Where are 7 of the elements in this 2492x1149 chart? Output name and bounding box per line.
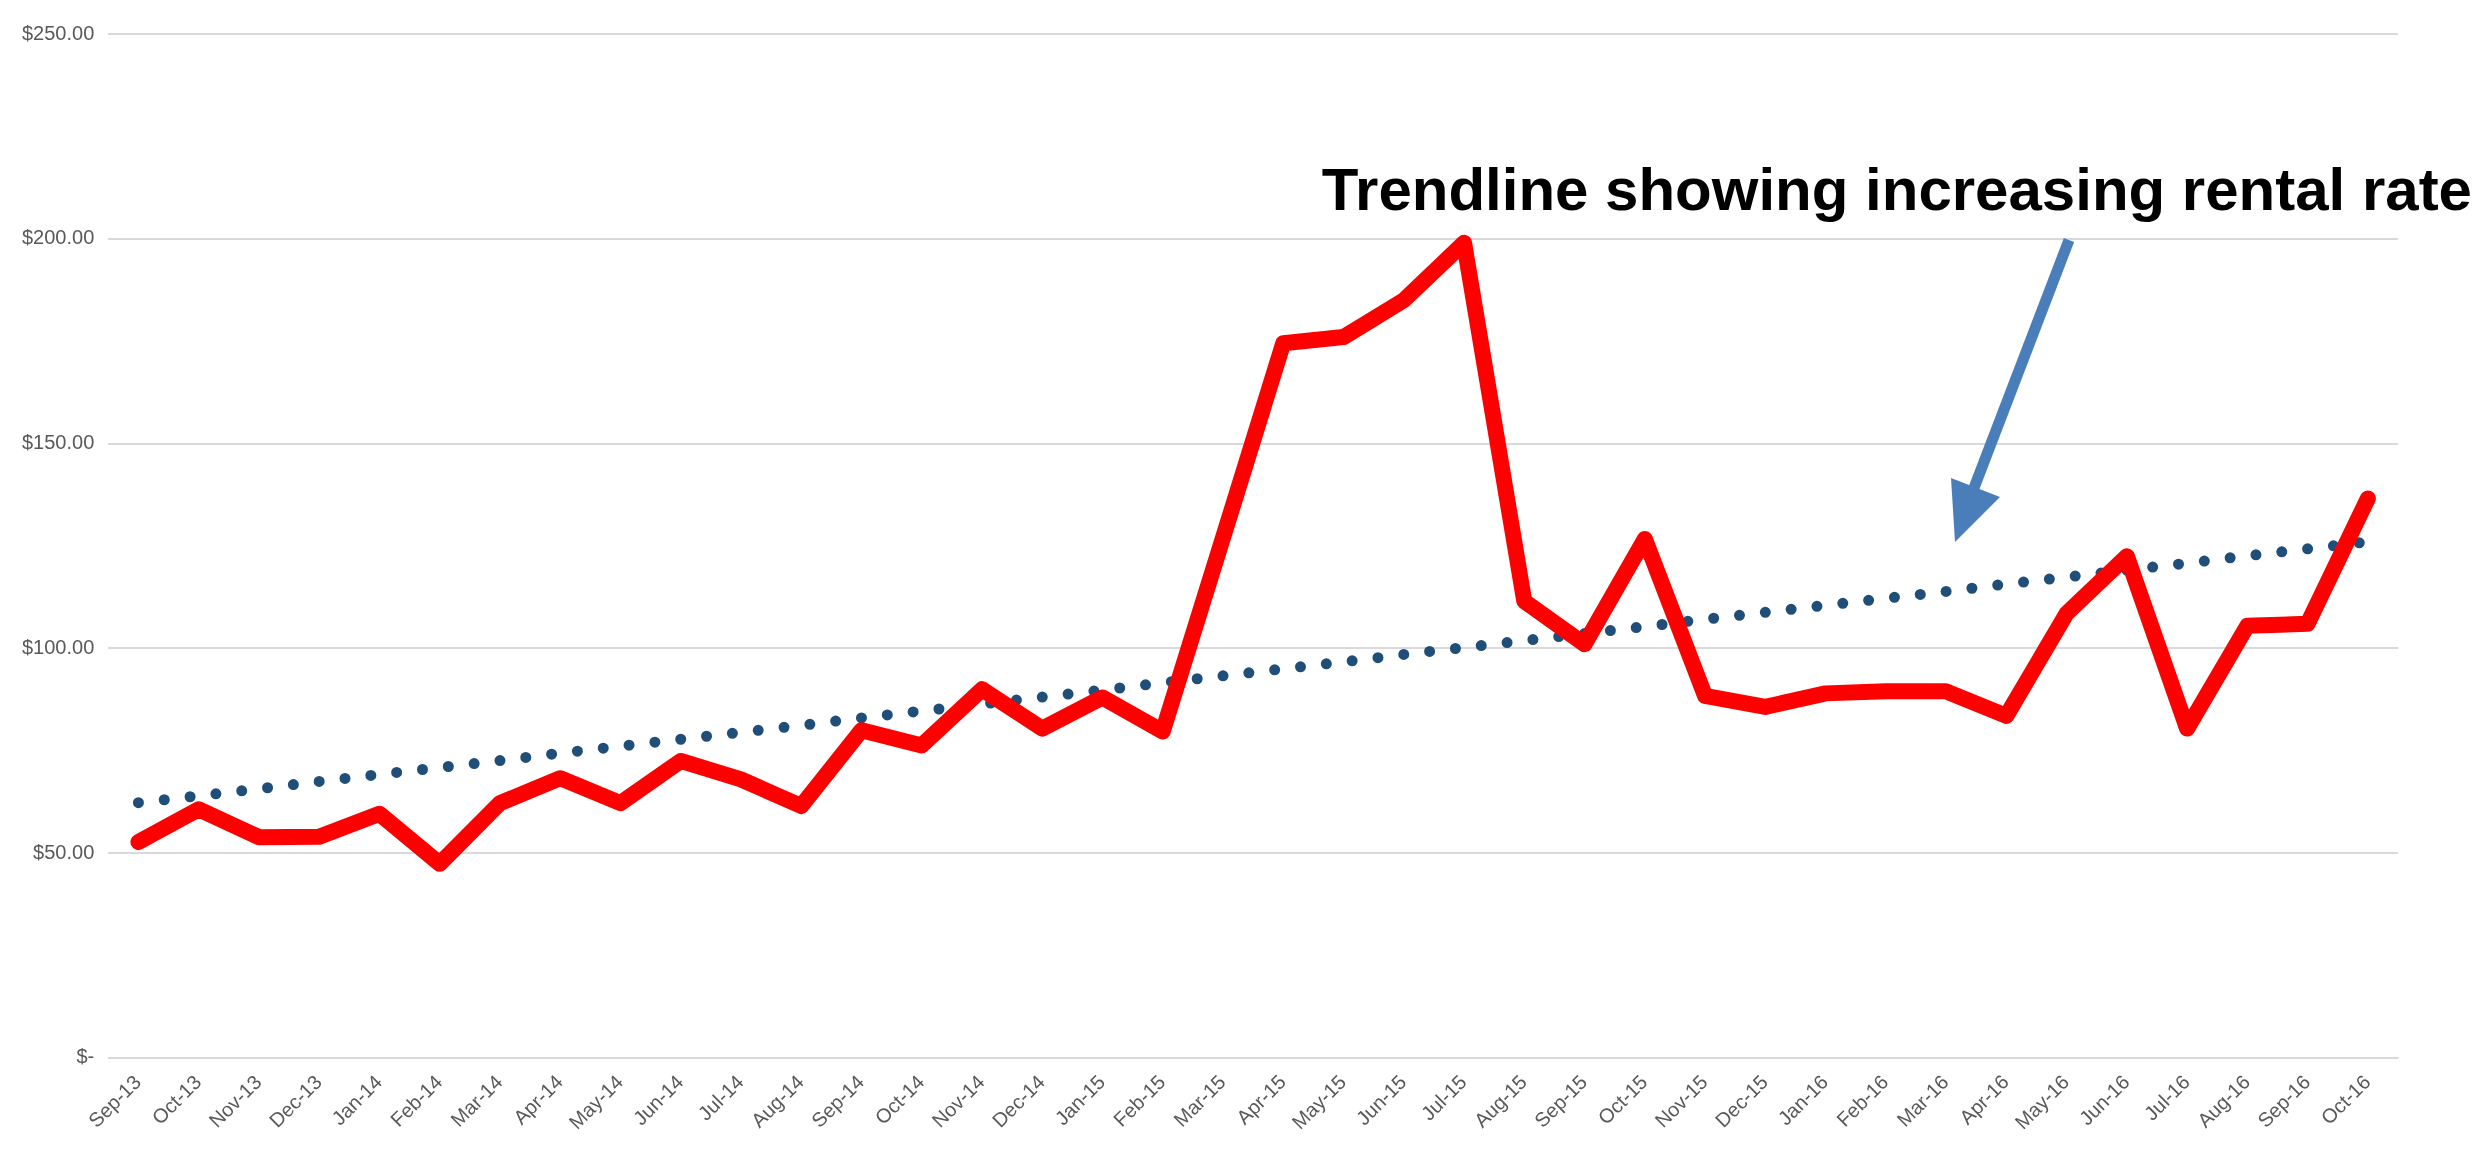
- y-tick-label: $50.00: [33, 840, 95, 863]
- y-tick-label: $250.00: [22, 21, 95, 44]
- annotation: Trendline showing increasing rental rate: [1321, 156, 2472, 224]
- y-tick-label: $150.00: [22, 431, 95, 454]
- y-tick-label: $-: [76, 1045, 95, 1068]
- y-tick-label: $200.00: [22, 226, 95, 249]
- y-tick-label: $100.00: [22, 635, 95, 658]
